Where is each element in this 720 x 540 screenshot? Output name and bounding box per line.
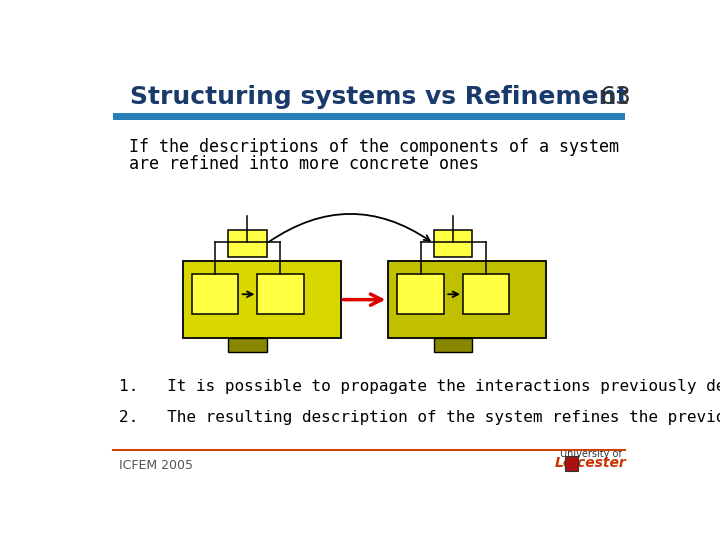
Text: ICFEM 2005: ICFEM 2005 (119, 458, 193, 472)
Text: If the descriptions of the components of a system: If the descriptions of the components of… (129, 138, 618, 156)
Bar (113, 112, 625, 120)
Bar (183, 261, 341, 338)
Bar (388, 261, 546, 338)
Bar (257, 274, 304, 314)
Text: Leicester: Leicester (555, 456, 626, 470)
Bar (397, 274, 444, 314)
Bar (564, 456, 578, 471)
Text: Structuring systems vs Refinement: Structuring systems vs Refinement (130, 85, 629, 109)
Text: 2.   The resulting description of the system refines the previous one: 2. The resulting description of the syst… (119, 410, 720, 425)
Text: University of: University of (560, 449, 621, 459)
Bar (433, 338, 472, 352)
Bar (192, 274, 238, 314)
Text: are refined into more concrete ones: are refined into more concrete ones (129, 155, 479, 173)
Text: 1.   It is possible to propagate the interactions previously defined: 1. It is possible to propagate the inter… (119, 379, 720, 394)
Text: 63: 63 (600, 85, 631, 109)
Bar (228, 231, 266, 257)
Bar (463, 274, 509, 314)
Bar (228, 338, 266, 352)
Bar (433, 231, 472, 257)
